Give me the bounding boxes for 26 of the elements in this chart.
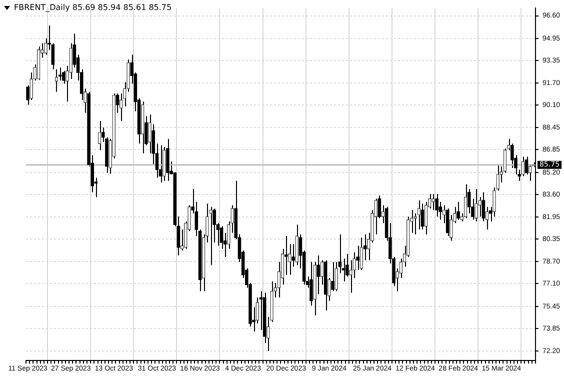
candlestick xyxy=(54,68,58,92)
candlestick xyxy=(316,254,320,295)
candlestick xyxy=(417,200,421,230)
candlestick xyxy=(524,156,528,175)
candlestick xyxy=(310,261,313,306)
candlestick xyxy=(158,144,162,184)
candlestick xyxy=(464,184,468,219)
candlestick xyxy=(521,156,525,177)
chart-title: FBRENT_Daily 85.69 85.94 85.61 85.75 xyxy=(14,3,172,12)
candlestick xyxy=(456,201,460,220)
candlestick xyxy=(98,120,102,151)
candlestick xyxy=(284,235,288,276)
candlestick xyxy=(62,70,66,84)
candlestick xyxy=(435,193,438,218)
candlestick xyxy=(510,143,514,168)
candlestick xyxy=(446,208,450,236)
candlestick xyxy=(292,244,295,268)
candlestick xyxy=(116,93,120,114)
candlestick xyxy=(424,201,428,235)
candlestick xyxy=(360,237,364,271)
candlestick xyxy=(420,203,424,230)
candlestick xyxy=(414,212,417,235)
candlestick xyxy=(482,192,486,222)
candlestick xyxy=(220,226,224,250)
candlestick xyxy=(334,261,338,292)
candlestick xyxy=(331,261,334,292)
